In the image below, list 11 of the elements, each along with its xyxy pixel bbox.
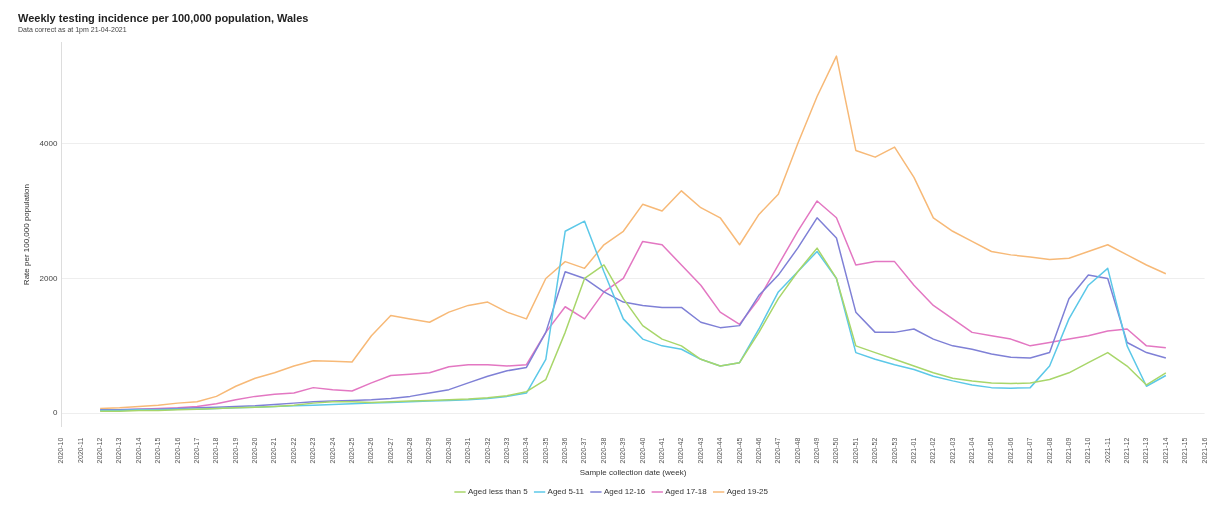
x-axis-title: Sample collection date (week) [579,468,687,478]
y-tick-label: 2000 [39,273,58,283]
legend-label: Aged less than 5 [467,487,529,497]
y-tick-label: 0 [52,408,58,418]
legend-label: Aged 5-11 [547,487,585,497]
y-axis-title: Rate per 100,000 population [22,184,31,286]
chart-title: Weekly testing incidence per 100,000 population, Wales [18,11,309,24]
y-tick-label: 4000 [39,138,58,148]
legend-label: Aged 12-16 [603,487,646,497]
legend-label: Aged 19-25 [726,487,769,497]
legend-label: Aged 17-18 [665,487,708,497]
